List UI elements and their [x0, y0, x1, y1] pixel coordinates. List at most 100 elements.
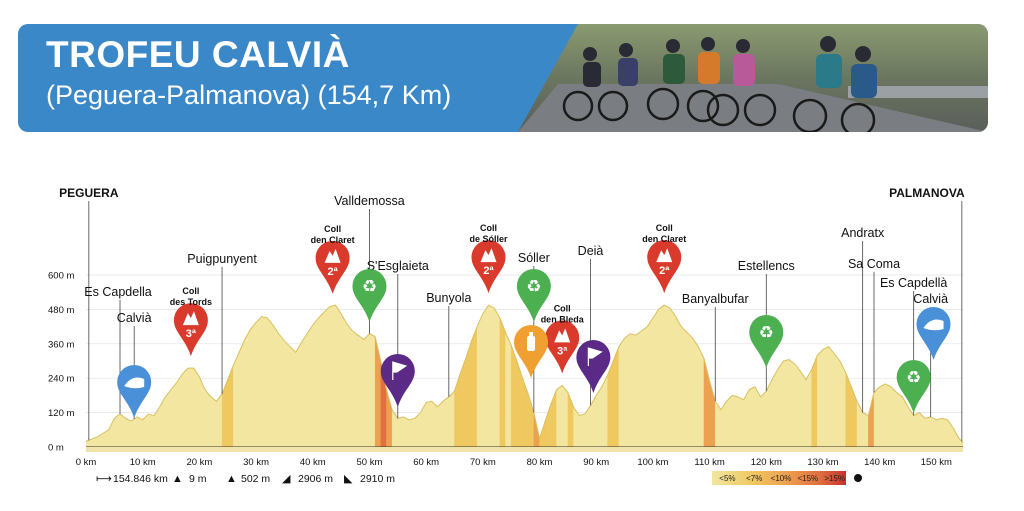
profile-segment: [788, 359, 795, 448]
profile-segment: [890, 386, 897, 448]
profile-segment: [777, 360, 784, 448]
y-tick-label: 0 m: [48, 443, 64, 454]
mountain-icon: [480, 248, 497, 263]
profile-segment: [868, 392, 875, 448]
climb-name-line1: Coll: [656, 223, 673, 233]
distance-icon: ⟼: [96, 473, 112, 485]
profile-segment: [448, 390, 455, 448]
climb-category: 3ª: [557, 345, 568, 357]
profile-segment: [732, 395, 739, 448]
x-axis-band: [86, 447, 963, 452]
place-label: Deià: [578, 244, 604, 258]
x-tick-label: 150 km: [921, 457, 952, 468]
profile-segment: [323, 306, 330, 448]
x-tick-label: 110 km: [694, 457, 725, 468]
place-label: Estellencs: [738, 259, 795, 273]
climb-category: 3ª: [186, 328, 197, 340]
race-subtitle: (Peguera-Palmanova) (154,7 Km): [46, 80, 452, 110]
climb-name-line1: Coll: [182, 286, 199, 296]
profile-segment: [97, 429, 109, 448]
gradient-legend-label: >15%: [824, 474, 845, 483]
place-label: Es Capdella: [84, 285, 151, 299]
bottle-marker-shape: [514, 324, 549, 378]
place-label: PALMANOVA: [889, 186, 965, 200]
profile-segment: [862, 412, 869, 448]
gradient-legend-bar: [712, 471, 846, 485]
x-tick-label: 40 km: [300, 457, 326, 468]
climb-marker-shape: [315, 240, 350, 294]
profile-segment: [346, 323, 353, 448]
profile-segment: [420, 401, 427, 448]
x-tick-label: 90 km: [583, 457, 609, 468]
x-tick-label: 10 km: [130, 457, 156, 468]
mountain-icon: [182, 311, 199, 326]
profile-segment: [851, 386, 858, 448]
gradient-legend-label: <5%: [719, 474, 735, 483]
x-tick-label: 60 km: [413, 457, 439, 468]
climb-name-line1: Coll: [554, 303, 571, 313]
profile-segment: [408, 418, 416, 448]
recycle-marker-shape: [749, 315, 784, 368]
profile-segment: [250, 321, 257, 448]
climb-marker: 3ª: [545, 320, 580, 374]
profile-segment: [488, 304, 495, 448]
profile-segment: [289, 346, 296, 448]
mountain-icon: [324, 248, 341, 263]
profile-segment: [783, 359, 790, 448]
profile-segment: [936, 418, 943, 448]
profile-segment: [204, 389, 211, 448]
sprint-flag-marker-shape: [117, 365, 152, 418]
profile-segment: [148, 413, 155, 448]
recycle-marker: ♻: [749, 315, 784, 368]
profile-segment: [879, 383, 886, 448]
profile-segment: [176, 373, 183, 448]
profile-segment: [391, 409, 398, 448]
max-altitude-icon: ▲: [226, 473, 237, 485]
profile-segment: [828, 346, 835, 448]
recycle-icon: ♻: [759, 323, 774, 342]
gradient-legend-label: <10%: [771, 474, 792, 483]
gradient-legend-label: <15%: [797, 474, 818, 483]
profile-segment: [374, 336, 381, 448]
legend-dot-icon: [854, 474, 862, 482]
climb-marker-shape: [173, 303, 208, 357]
profile-segment: [340, 312, 347, 448]
axes: 0 km 10 km 20 km 30 km 40 km 50 km 60 km 70 km 8…: [76, 446, 963, 468]
profile-segment: [698, 346, 705, 448]
profile-segment: [505, 332, 512, 448]
gradient-legend-label: <7%: [746, 474, 762, 483]
x-tick-label: 70 km: [470, 457, 496, 468]
profile-segment: [471, 326, 478, 448]
x-tick-label: 0 km: [76, 457, 97, 468]
descent-icon: ◣: [344, 473, 353, 485]
profile-segment: [216, 393, 223, 448]
flag-marker: [380, 354, 415, 407]
mountain-icon: [656, 248, 673, 263]
profile-segment: [301, 333, 308, 448]
profile-segment: [170, 381, 177, 448]
profile-segment: [630, 333, 637, 448]
flag-marker-shape: [576, 340, 611, 393]
climb-category: 2ª: [328, 266, 339, 278]
climb-name-line2: den Bleda: [541, 314, 585, 324]
profile-segment: [686, 331, 693, 448]
profile-segment: [403, 416, 410, 448]
profile-segment: [182, 367, 189, 448]
flag-marker-shape: [380, 354, 415, 407]
profile-segment: [522, 378, 529, 448]
sprint-flag-icon: [923, 319, 944, 331]
min-altitude-icon: ▲: [172, 473, 183, 485]
stats-bar: ⟼ 154.846 km ▲ 9 m ▲ 502 m ◢ 2906 m ◣ 29…: [96, 473, 395, 485]
y-tick-label: 600 m: [48, 271, 74, 282]
profile-segment: [255, 316, 262, 448]
recycle-icon: ♻: [362, 277, 377, 296]
place-label: Calvià: [913, 292, 948, 306]
profile-segment: [913, 412, 920, 448]
profile-segment: [822, 346, 829, 448]
stat-max-alt: 502 m: [241, 473, 270, 485]
bottle-cap: [529, 332, 534, 336]
profile-segment: [114, 413, 121, 448]
profile-segment: [579, 413, 586, 448]
profile-segment: [550, 389, 557, 448]
